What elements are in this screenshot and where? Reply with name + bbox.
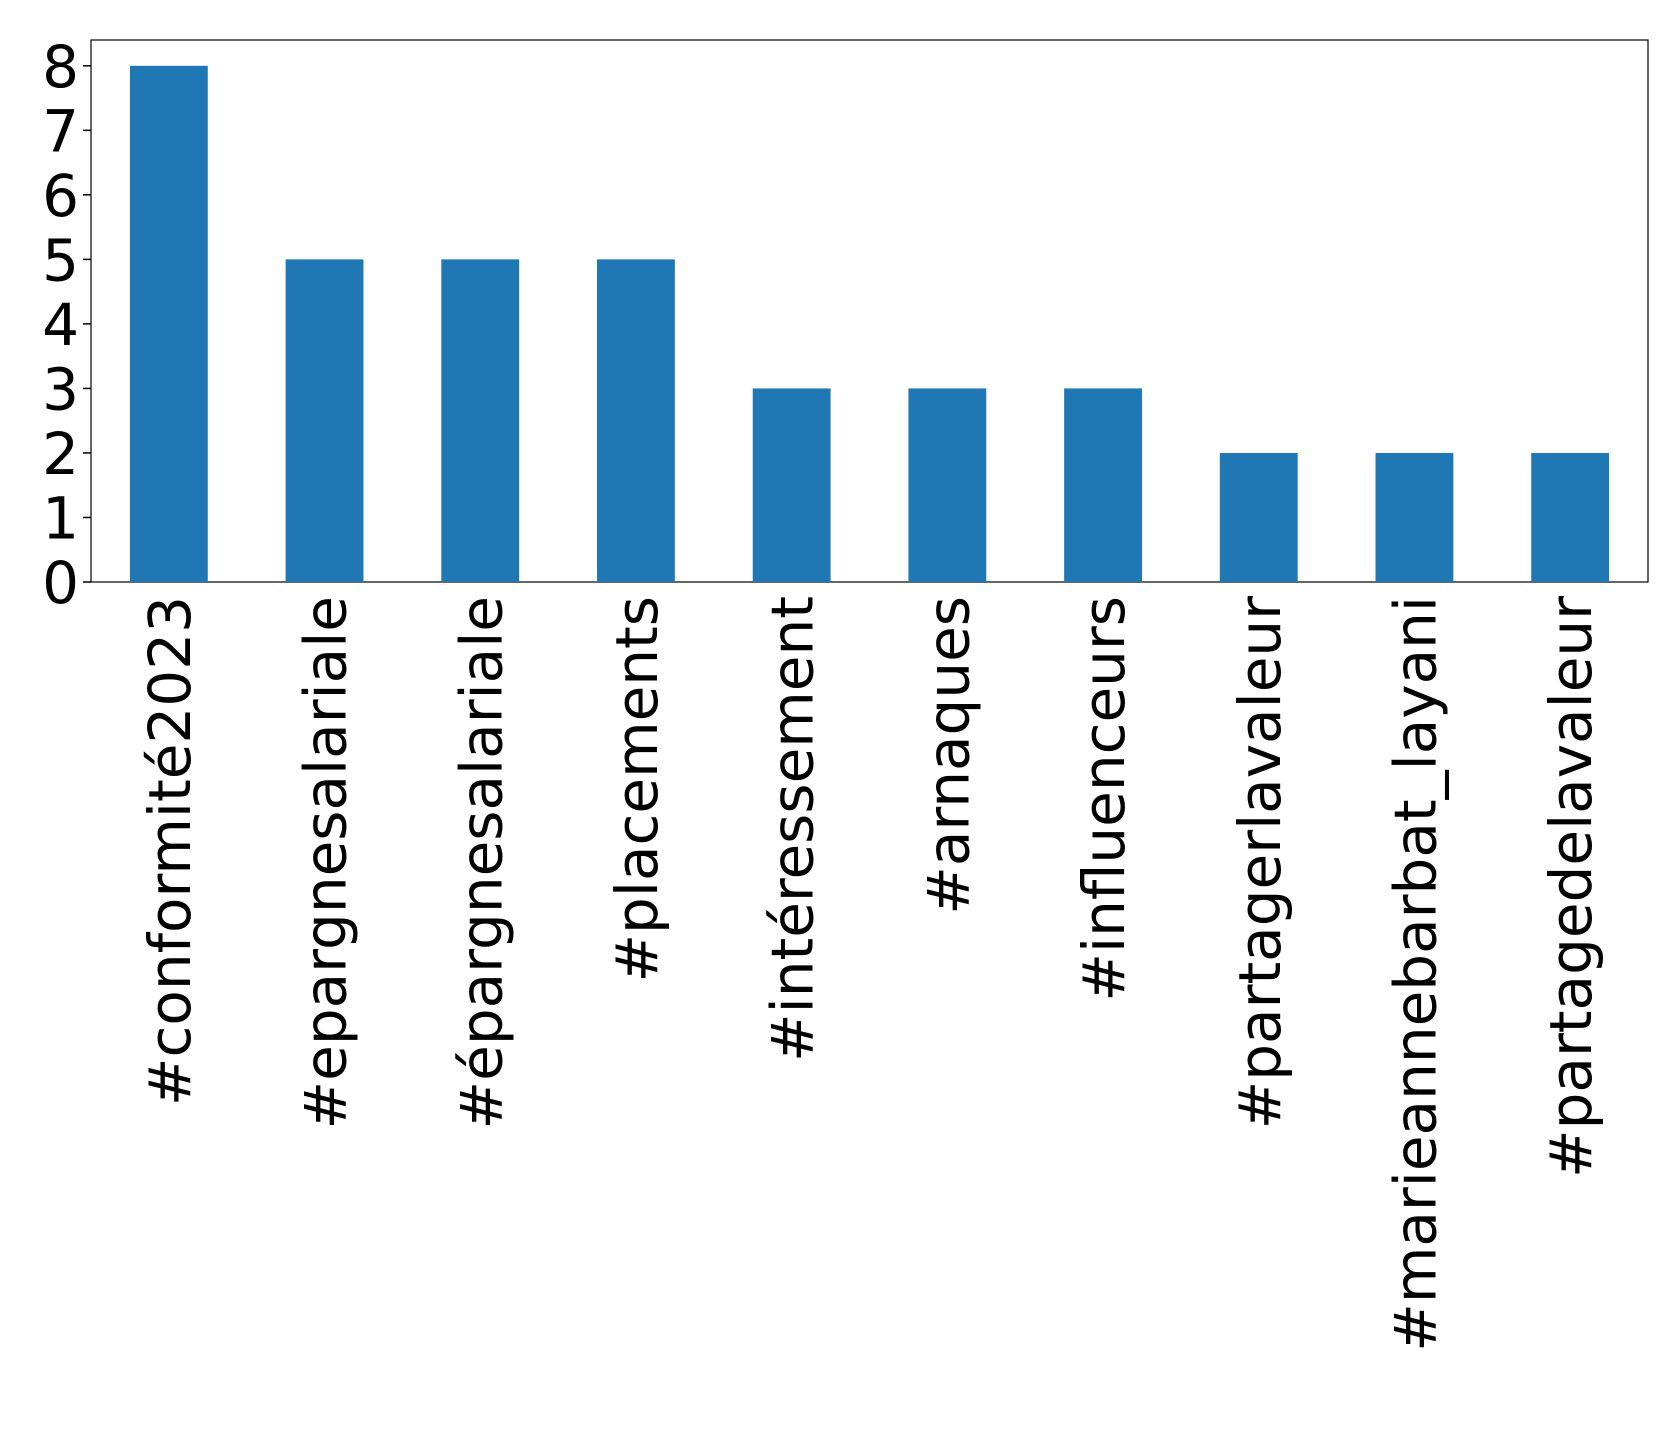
bar — [1219, 452, 1298, 582]
y-tick-label: 8 — [42, 33, 79, 101]
x-tick-label: #partagedelavaleur — [1537, 596, 1605, 1178]
x-tick-label: #conformité2023 — [136, 596, 204, 1106]
x-tick-label: #placements — [603, 596, 671, 983]
x-tick-label: #épargnesalariale — [447, 596, 515, 1129]
bar — [129, 65, 208, 583]
bar — [908, 388, 987, 582]
y-tick-label: 5 — [42, 226, 79, 294]
bar — [1531, 452, 1610, 582]
x-tick-label: #epargnesalariale — [292, 596, 360, 1129]
x-tick-label: #partagerlavaleur — [1226, 596, 1294, 1130]
y-tick-label: 2 — [42, 420, 79, 488]
bar — [1064, 388, 1142, 582]
x-tick-label: #marieannebarbat_layani — [1381, 596, 1449, 1352]
bar — [285, 259, 364, 582]
bar — [1375, 452, 1454, 582]
bar — [597, 259, 675, 582]
x-tick-label: #arnaques — [914, 596, 982, 915]
y-tick-label: 4 — [42, 291, 79, 359]
x-tick-label: #influenceurs — [1070, 596, 1138, 1002]
bar — [752, 388, 831, 582]
y-tick-label: 0 — [42, 549, 79, 617]
y-tick-label: 1 — [42, 484, 79, 552]
x-tick-label: #intéressement — [759, 596, 827, 1062]
bar — [441, 259, 520, 582]
y-tick-label: 7 — [42, 97, 79, 165]
plot-frame — [90, 39, 1649, 583]
y-tick-label: 6 — [42, 162, 79, 230]
y-tick-label: 3 — [42, 355, 79, 423]
